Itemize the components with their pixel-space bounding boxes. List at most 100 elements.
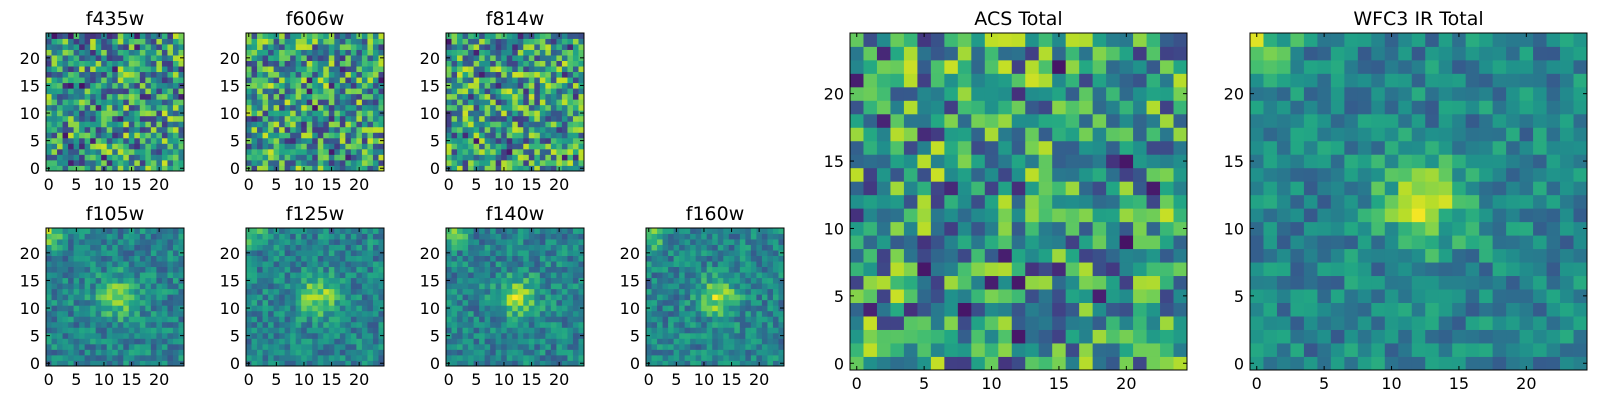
heatmap-cell bbox=[957, 356, 972, 371]
heatmap-cell bbox=[290, 38, 297, 45]
heatmap-cell bbox=[378, 99, 385, 106]
heatmap-cell bbox=[123, 343, 130, 350]
heatmap-cell bbox=[545, 316, 552, 323]
heatmap-cell bbox=[662, 255, 669, 262]
heatmap-cell bbox=[468, 38, 474, 45]
heatmap-cell bbox=[134, 354, 141, 361]
heatmap-cell bbox=[673, 233, 680, 240]
heatmap-cell bbox=[246, 126, 252, 133]
heatmap-cell bbox=[468, 316, 474, 323]
heatmap-cell bbox=[161, 60, 168, 67]
heatmap-cell bbox=[128, 143, 135, 150]
heatmap-cell bbox=[578, 266, 585, 273]
heatmap-cell bbox=[306, 121, 313, 128]
heatmap-cell bbox=[317, 165, 324, 172]
heatmap-cell bbox=[279, 239, 286, 245]
heatmap-cell bbox=[1038, 194, 1053, 209]
heatmap-cell bbox=[268, 310, 274, 317]
heatmap-cell bbox=[1052, 356, 1067, 371]
heatmap-cell bbox=[556, 321, 563, 328]
heatmap-cell bbox=[495, 272, 502, 279]
heatmap-cell bbox=[372, 110, 379, 117]
heatmap-cell bbox=[1160, 194, 1174, 209]
heatmap-cell bbox=[523, 272, 530, 279]
heatmap-cell bbox=[517, 66, 524, 73]
heatmap-cell bbox=[334, 60, 341, 67]
heatmap-cell bbox=[161, 283, 168, 290]
heatmap-cell bbox=[317, 60, 324, 67]
heatmap-cell bbox=[106, 294, 113, 301]
heatmap-cell bbox=[172, 233, 179, 240]
heatmap-cell bbox=[290, 294, 297, 301]
heatmap-cell bbox=[1025, 302, 1040, 317]
axes-frame bbox=[445, 227, 585, 367]
heatmap-cell bbox=[145, 338, 152, 345]
heatmap-cell bbox=[876, 329, 891, 344]
heatmap-cell bbox=[1079, 248, 1094, 263]
heatmap-cell bbox=[156, 255, 163, 262]
heatmap-cell bbox=[312, 228, 319, 234]
heatmap-cell bbox=[863, 302, 878, 317]
heatmap-cell bbox=[128, 255, 135, 262]
heatmap-cell bbox=[145, 354, 152, 361]
heatmap-cell bbox=[1173, 248, 1188, 263]
heatmap-cell bbox=[462, 154, 469, 161]
heatmap-cell bbox=[517, 104, 524, 111]
heatmap-cell bbox=[701, 255, 708, 262]
heatmap-cell bbox=[712, 321, 719, 328]
heatmap-cell bbox=[84, 132, 91, 139]
heatmap-cell bbox=[745, 332, 752, 339]
heatmap-cell bbox=[317, 132, 324, 139]
heatmap-cell bbox=[273, 338, 280, 345]
heatmap-cell bbox=[73, 148, 80, 155]
heatmap-cell bbox=[178, 121, 185, 128]
heatmap-cell bbox=[51, 228, 58, 234]
heatmap-cell bbox=[1011, 329, 1026, 344]
heatmap-cell bbox=[84, 228, 91, 234]
heatmap-cell bbox=[517, 338, 524, 345]
heatmap-cell bbox=[484, 93, 491, 100]
heatmap-cell bbox=[251, 115, 258, 122]
heatmap-cell bbox=[284, 283, 291, 290]
heatmap-cell bbox=[1092, 221, 1107, 236]
heatmap-cell bbox=[73, 250, 80, 256]
heatmap-cell bbox=[668, 277, 674, 284]
heatmap-cell bbox=[457, 272, 463, 279]
heatmap-cell bbox=[106, 82, 113, 89]
heatmap-cell bbox=[479, 266, 486, 273]
heatmap-cell bbox=[73, 44, 80, 50]
heatmap-cell bbox=[251, 261, 258, 268]
heatmap-cell bbox=[550, 132, 557, 139]
heatmap-cell bbox=[57, 316, 63, 323]
heatmap-cell bbox=[345, 310, 352, 317]
heatmap-cell bbox=[451, 44, 458, 50]
heatmap-cell bbox=[539, 228, 546, 234]
heatmap-cell bbox=[512, 126, 519, 133]
heatmap-cell bbox=[46, 266, 52, 273]
heatmap-cell bbox=[145, 277, 152, 284]
heatmap-cell bbox=[257, 360, 263, 367]
heatmap-cell bbox=[128, 294, 135, 301]
heatmap-cell bbox=[84, 44, 91, 50]
heatmap-cell bbox=[917, 194, 932, 209]
heatmap-cell bbox=[57, 148, 63, 155]
heatmap-cell bbox=[257, 132, 263, 139]
heatmap-cell bbox=[479, 137, 486, 144]
heatmap-cell bbox=[484, 71, 491, 78]
heatmap-cell bbox=[156, 143, 163, 150]
heatmap-cell bbox=[490, 66, 497, 73]
heatmap-cell bbox=[262, 283, 269, 290]
heatmap-cell bbox=[772, 250, 779, 256]
heatmap-cell bbox=[290, 132, 297, 139]
heatmap-cell bbox=[139, 255, 146, 262]
heatmap-cell bbox=[117, 250, 124, 256]
heatmap-cell bbox=[62, 360, 69, 367]
heatmap-cell bbox=[356, 343, 363, 350]
heatmap-cell bbox=[51, 283, 58, 290]
heatmap-cell bbox=[451, 159, 458, 166]
heatmap-cell bbox=[295, 49, 302, 56]
heatmap-cell bbox=[998, 235, 1013, 250]
heatmap-cell bbox=[479, 354, 486, 361]
heatmap-cell bbox=[257, 349, 263, 356]
heatmap-cell bbox=[523, 121, 530, 128]
